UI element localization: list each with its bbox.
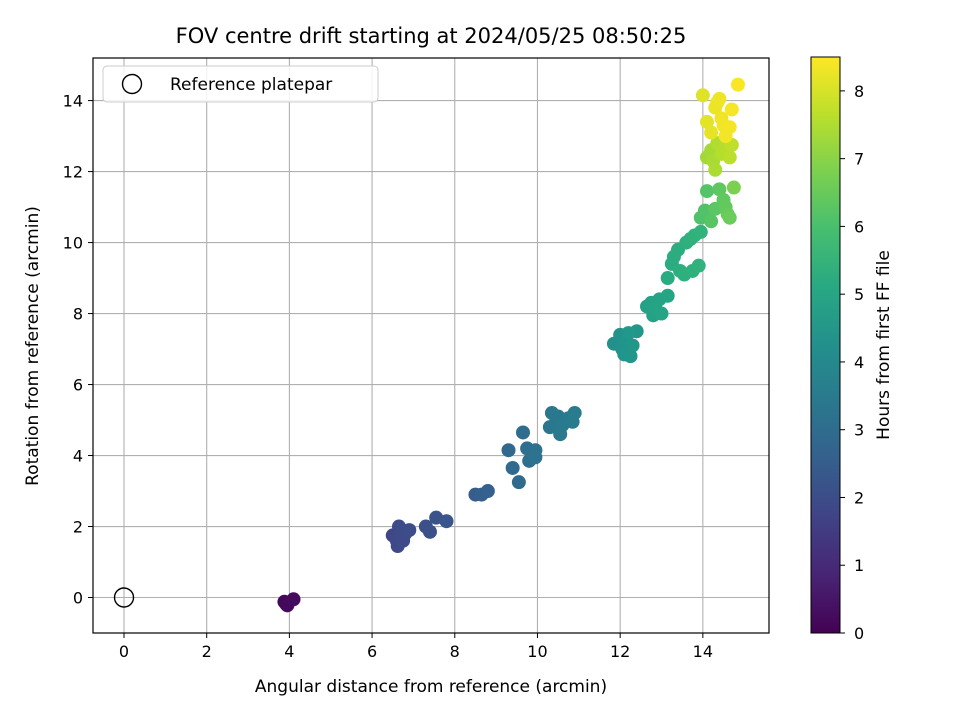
y-tick-label: 2 — [73, 518, 83, 537]
colorbar-tick-label: 8 — [854, 82, 864, 101]
legend: Reference platepar — [102, 65, 379, 103]
legend-marker-circle — [121, 73, 143, 95]
y-axis-ticks: 0 2 4 6 8 10 12 14 — [63, 92, 93, 608]
reference-platepar-marker — [113, 587, 135, 608]
colorbar-tick-label: 2 — [854, 488, 864, 507]
data-point — [439, 514, 454, 529]
data-point — [654, 306, 669, 321]
data-point — [511, 475, 526, 490]
colorbar-tick-label: 0 — [854, 624, 864, 643]
data-point — [704, 125, 719, 140]
x-tick-label: 12 — [610, 642, 630, 661]
colorbar-tick-label: 5 — [854, 285, 864, 304]
colorbar-label: Hours from first FF file — [874, 250, 894, 440]
data-point — [691, 258, 706, 273]
data-point — [501, 443, 516, 458]
data-point — [697, 203, 712, 218]
y-tick-label: 8 — [73, 305, 83, 324]
y-tick-label: 0 — [73, 589, 83, 608]
y-tick-label: 14 — [63, 92, 83, 111]
x-tick-label: 6 — [367, 642, 377, 661]
x-tick-label: 10 — [527, 642, 547, 661]
data-point — [623, 349, 638, 364]
data-point — [712, 182, 727, 197]
data-point — [693, 224, 708, 239]
data-point — [724, 102, 739, 117]
plot-frame — [92, 57, 770, 634]
reference-marker — [113, 587, 135, 608]
colorbar-tick-label: 6 — [854, 217, 864, 236]
colorbar-tick-label: 3 — [854, 421, 864, 440]
data-point — [722, 150, 737, 165]
data-point — [708, 162, 723, 177]
colorbar: 0 1 2 3 4 5 6 7 8 Hours from first FF file — [810, 56, 894, 643]
x-axis-ticks: 0 2 4 6 8 10 12 14 — [119, 633, 713, 661]
legend-entry-reference: Reference platepar — [170, 75, 332, 95]
data-point — [505, 460, 520, 475]
data-point — [730, 77, 745, 92]
y-tick-label: 4 — [73, 447, 83, 466]
data-point — [704, 214, 719, 229]
y-tick-label: 12 — [63, 163, 83, 182]
colorbar-gradient — [810, 56, 841, 634]
data-point — [621, 326, 636, 341]
data-point — [480, 484, 495, 499]
data-point — [515, 425, 530, 440]
y-tick-label: 6 — [73, 376, 83, 395]
y-axis-label: Rotation from reference (arcmin) — [23, 206, 43, 486]
colorbar-ticks: 0 1 2 3 4 5 6 7 8 — [840, 82, 864, 643]
colorbar-tick-label: 4 — [854, 353, 864, 372]
colorbar-tick-label: 7 — [854, 150, 864, 169]
legend-box — [102, 65, 379, 103]
x-tick-label: 0 — [119, 642, 129, 661]
data-point — [712, 91, 727, 106]
x-tick-label: 8 — [450, 642, 460, 661]
data-point — [422, 524, 437, 539]
x-axis-label: Angular distance from reference (arcmin) — [255, 677, 607, 697]
data-point — [699, 184, 714, 199]
data-point — [722, 120, 737, 135]
data-points — [277, 77, 745, 613]
x-tick-label: 2 — [202, 642, 212, 661]
data-point — [660, 271, 675, 286]
chart-title: FOV centre drift starting at 2024/05/25 … — [176, 24, 687, 48]
data-point — [402, 523, 417, 538]
data-point — [528, 450, 543, 465]
data-point — [722, 210, 737, 225]
data-point — [567, 405, 582, 420]
data-point — [695, 88, 710, 103]
x-tick-label: 14 — [693, 642, 713, 661]
data-point — [708, 201, 723, 216]
data-point — [726, 180, 741, 195]
y-tick-label: 10 — [63, 234, 83, 253]
data-point — [286, 592, 301, 607]
data-point — [625, 338, 640, 353]
colorbar-tick-label: 1 — [854, 556, 864, 575]
x-tick-label: 4 — [284, 642, 294, 661]
data-point — [699, 114, 714, 129]
data-point — [660, 288, 675, 303]
